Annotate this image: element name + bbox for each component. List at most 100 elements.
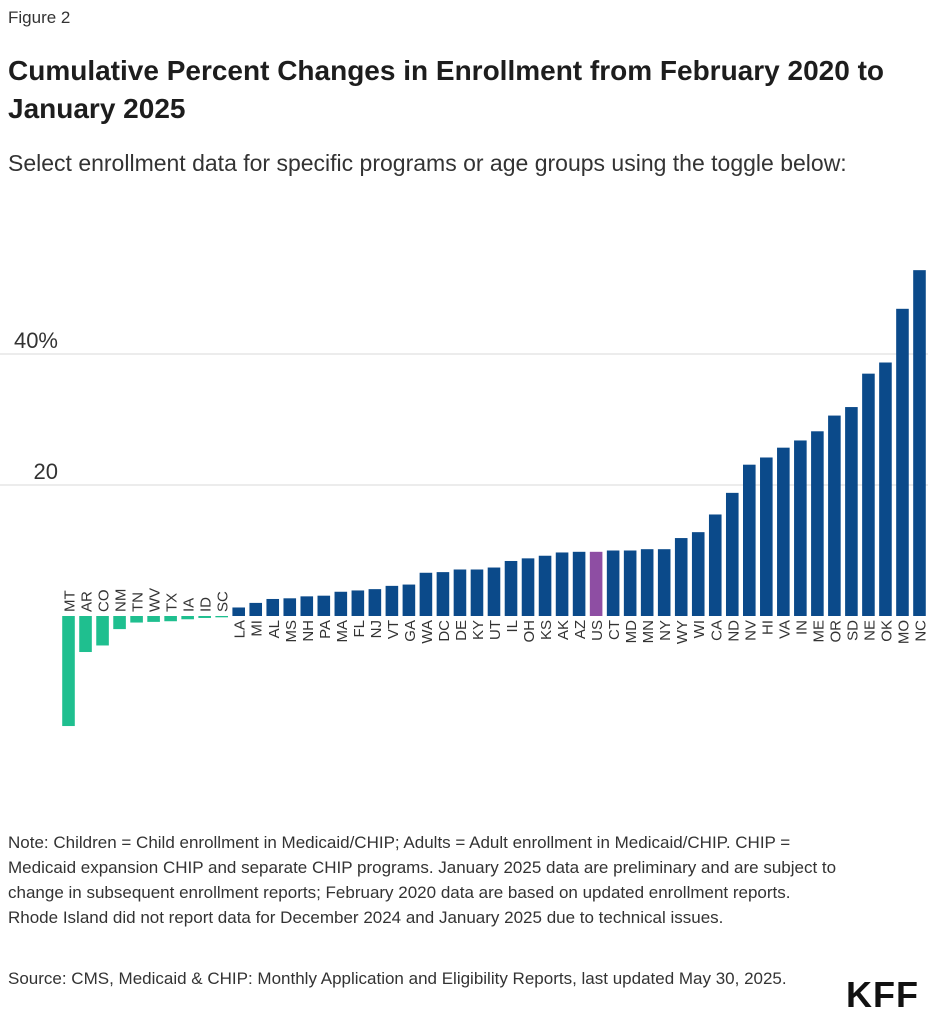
bar-nm[interactable]: [113, 616, 126, 630]
bars: [62, 270, 926, 727]
category-label-tx: TX: [164, 593, 181, 612]
y-axis-ticks: 20 40%: [14, 328, 58, 484]
category-label-ct: CT: [606, 620, 623, 640]
bar-mi[interactable]: [249, 602, 263, 616]
bar-me[interactable]: [811, 431, 824, 616]
category-label-ca: CA: [708, 620, 725, 641]
category-label-mn: MN: [640, 620, 657, 643]
bar-wy[interactable]: [674, 538, 688, 616]
bar-mo[interactable]: [896, 308, 909, 616]
bar-us[interactable]: [589, 551, 603, 616]
category-label-ky: KY: [470, 620, 487, 640]
category-label-nh: NH: [300, 620, 317, 642]
category-label-ks: KS: [538, 620, 555, 640]
category-label-ne: NE: [861, 620, 878, 641]
bar-vt[interactable]: [385, 585, 399, 616]
category-label-ma: MA: [334, 620, 351, 643]
bar-ut[interactable]: [487, 567, 501, 616]
bar-pa[interactable]: [317, 595, 331, 616]
bar-nd[interactable]: [725, 492, 739, 616]
bar-va[interactable]: [777, 447, 790, 616]
chart-title: Cumulative Percent Changes in Enrollment…: [8, 55, 884, 124]
category-label-va: VA: [776, 620, 793, 639]
bar-ky[interactable]: [470, 569, 484, 617]
bar-mt[interactable]: [62, 616, 75, 727]
bar-ia[interactable]: [181, 616, 194, 620]
bar-co[interactable]: [96, 616, 109, 646]
category-label-nv: NV: [742, 620, 759, 641]
category-label-us: US: [589, 620, 606, 641]
bar-wv[interactable]: [147, 616, 160, 622]
category-label-pa: PA: [317, 620, 334, 639]
bar-or[interactable]: [828, 415, 841, 616]
bar-oh[interactable]: [521, 558, 535, 616]
bar-fl[interactable]: [351, 590, 365, 616]
category-label-me: ME: [810, 620, 827, 643]
bar-tn[interactable]: [130, 616, 143, 623]
kff-logo: KFF: [846, 974, 919, 1015]
bar-mn[interactable]: [640, 549, 654, 616]
category-label-al: AL: [266, 620, 283, 638]
bar-ar[interactable]: [79, 616, 92, 653]
bar-de[interactable]: [453, 569, 467, 617]
bar-ks[interactable]: [538, 555, 552, 616]
bar-ca[interactable]: [708, 514, 722, 616]
bar-wi[interactable]: [691, 532, 705, 616]
gridlines: [0, 353, 928, 486]
category-label-la: LA: [232, 620, 249, 638]
category-label-tn: TN: [130, 592, 147, 612]
category-label-md: MD: [623, 620, 640, 643]
category-label-mt: MT: [62, 590, 79, 612]
bar-az[interactable]: [572, 551, 586, 616]
category-label-ar: AR: [79, 591, 96, 612]
category-label-ny: NY: [657, 620, 674, 641]
category-label-hi: HI: [759, 620, 776, 635]
category-label-az: AZ: [572, 620, 589, 639]
category-label-ms: MS: [283, 620, 300, 643]
category-label-nm: NM: [113, 589, 130, 612]
category-label-sd: SD: [844, 620, 861, 641]
bar-id[interactable]: [198, 616, 211, 618]
bar-ma[interactable]: [334, 591, 348, 616]
category-label-oh: OH: [521, 620, 538, 643]
category-label-vt: VT: [385, 620, 402, 639]
bar-wa[interactable]: [419, 572, 433, 616]
bar-dc[interactable]: [436, 572, 450, 616]
bar-hi[interactable]: [760, 457, 773, 616]
bar-nc[interactable]: [913, 270, 926, 616]
bar-md[interactable]: [623, 550, 637, 617]
bar-tx[interactable]: [164, 616, 177, 622]
bar-ct[interactable]: [606, 550, 620, 617]
bar-ok[interactable]: [879, 362, 892, 616]
bar-nh[interactable]: [300, 596, 314, 616]
bar-il[interactable]: [504, 560, 518, 616]
bar-al[interactable]: [266, 598, 280, 616]
bar-ny[interactable]: [657, 549, 671, 616]
category-label-wi: WI: [691, 620, 708, 638]
category-label-fl: FL: [351, 620, 368, 638]
category-label-ok: OK: [878, 620, 895, 642]
category-label-ut: UT: [487, 620, 504, 640]
category-label-wy: WY: [674, 620, 691, 644]
bar-ms[interactable]: [283, 598, 297, 616]
figure-label: Figure 2: [8, 8, 71, 27]
bar-sd[interactable]: [845, 407, 858, 616]
category-label-ga: GA: [402, 620, 419, 642]
bar-nj[interactable]: [368, 589, 382, 616]
bar-la[interactable]: [232, 607, 245, 617]
category-label-nj: NJ: [368, 620, 385, 638]
bar-in[interactable]: [794, 440, 807, 616]
bar-nv[interactable]: [743, 464, 756, 616]
y-tick-label: 20: [34, 459, 58, 484]
bar-ak[interactable]: [555, 552, 569, 616]
footnote: Note: Children = Child enrollment in Med…: [8, 833, 837, 927]
bar-sc[interactable]: [215, 616, 228, 618]
bar-ga[interactable]: [402, 584, 416, 616]
bar-ne[interactable]: [862, 373, 875, 616]
category-label-nd: ND: [725, 620, 742, 642]
y-tick-label: 40%: [14, 328, 58, 353]
category-label-mo: MO: [895, 620, 912, 644]
chart-subtitle: Select enrollment data for specific prog…: [8, 150, 847, 176]
